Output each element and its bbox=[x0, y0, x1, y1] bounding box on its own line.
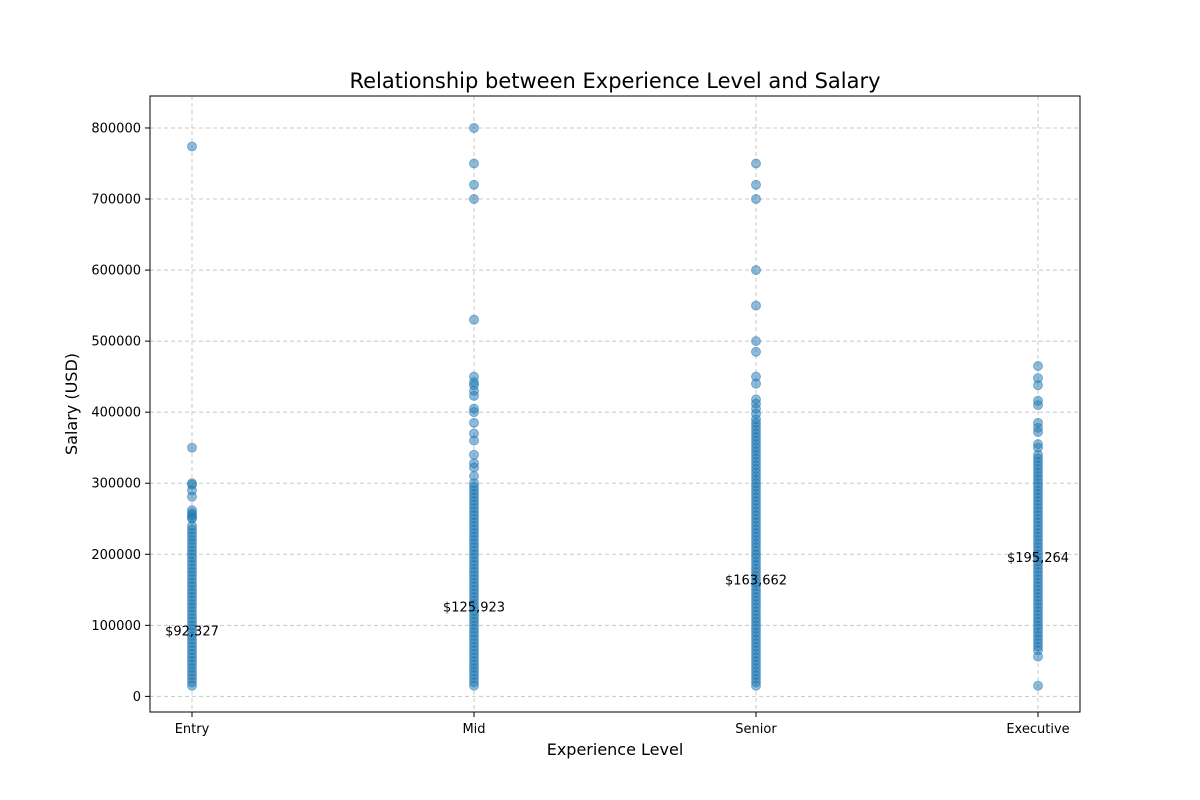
data-point bbox=[751, 346, 761, 357]
data-point bbox=[1033, 427, 1043, 438]
data-point bbox=[1033, 360, 1043, 371]
x-tick-label: Mid bbox=[462, 722, 485, 737]
y-tick-label: 600000 bbox=[91, 264, 141, 279]
data-point bbox=[751, 179, 761, 190]
data-point bbox=[751, 378, 761, 389]
points-layer bbox=[187, 122, 1043, 691]
data-point bbox=[1033, 680, 1043, 691]
data-point bbox=[1033, 380, 1043, 391]
annotation-layer: $92,327 $125,923 $163,662 $195,264 bbox=[165, 551, 1069, 639]
y-tick-label: 800000 bbox=[91, 121, 141, 136]
data-point bbox=[1033, 651, 1043, 662]
data-point bbox=[187, 141, 197, 152]
y-tick-label: 700000 bbox=[91, 193, 141, 208]
data-point bbox=[751, 158, 761, 169]
data-point bbox=[751, 265, 761, 276]
y-tick-label: 400000 bbox=[91, 406, 141, 421]
data-point bbox=[751, 680, 761, 691]
mean-salary-label: $125,923 bbox=[443, 600, 505, 615]
y-tick-label: 100000 bbox=[91, 619, 141, 634]
plot-frame bbox=[149, 95, 1081, 713]
data-point bbox=[469, 680, 479, 691]
mean-salary-label: $163,662 bbox=[725, 574, 787, 589]
data-point bbox=[751, 194, 761, 205]
x-tick-label: Executive bbox=[1006, 722, 1069, 737]
ticks-layer: 0 100000 200000 300000 400000 500000 600000 700… bbox=[91, 121, 1069, 737]
y-tick-label: 0 bbox=[133, 690, 141, 705]
x-tick-label: Entry bbox=[175, 722, 210, 737]
data-point bbox=[469, 390, 479, 401]
data-point bbox=[187, 680, 197, 691]
mean-salary-label: $92,327 bbox=[165, 624, 219, 639]
y-tick-label: 500000 bbox=[91, 335, 141, 350]
y-axis-title: Salary (USD) bbox=[62, 353, 81, 455]
y-tick-label: 200000 bbox=[91, 548, 141, 563]
data-point bbox=[187, 442, 197, 453]
data-point bbox=[469, 435, 479, 446]
y-tick-label: 300000 bbox=[91, 477, 141, 492]
data-point bbox=[469, 462, 479, 473]
data-point bbox=[1033, 400, 1043, 411]
x-axis-title: Experience Level bbox=[547, 740, 684, 759]
chart-title: Relationship between Experience Level an… bbox=[349, 69, 880, 93]
data-point bbox=[469, 449, 479, 460]
data-point bbox=[469, 407, 479, 418]
mean-salary-label: $195,264 bbox=[1007, 551, 1069, 566]
data-point bbox=[469, 417, 479, 428]
data-point bbox=[751, 336, 761, 347]
data-point bbox=[751, 300, 761, 311]
data-point bbox=[469, 158, 479, 169]
data-point bbox=[187, 491, 197, 502]
data-point bbox=[469, 122, 479, 133]
data-point bbox=[469, 194, 479, 205]
data-point bbox=[469, 179, 479, 190]
data-point bbox=[469, 314, 479, 325]
x-tick-label: Senior bbox=[735, 722, 777, 737]
grid-layer bbox=[150, 96, 1080, 712]
